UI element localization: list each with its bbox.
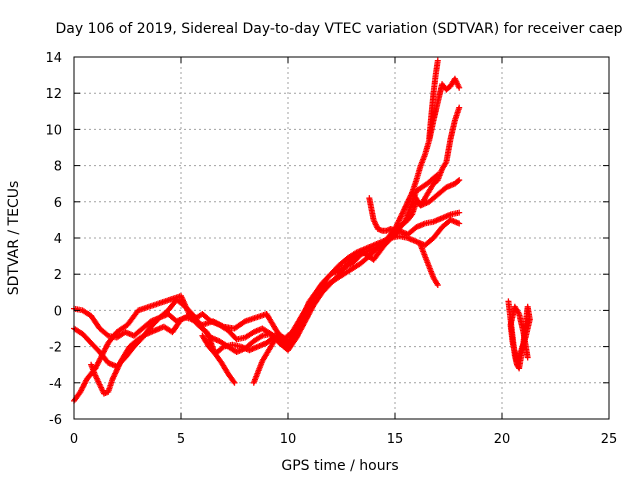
x-tick-label: 5 — [177, 432, 185, 447]
y-tick-label: 2 — [54, 268, 62, 283]
grid — [74, 57, 609, 419]
y-tick-label: 0 — [54, 304, 62, 319]
series-track-2 — [71, 209, 463, 354]
data-points — [71, 57, 533, 404]
data-point — [456, 209, 463, 216]
data-point — [455, 177, 462, 184]
y-tick-label: -6 — [49, 413, 62, 428]
data-point — [230, 378, 237, 385]
series-track-9 — [426, 57, 441, 142]
x-tick-label: 25 — [601, 432, 618, 447]
axis-ticks: 0 5 10 15 20 25 -6 -4 -2 0 2 4 6 8 10 12 14 — [45, 51, 617, 447]
y-tick-label: 14 — [45, 51, 62, 66]
x-tick-label: 0 — [70, 432, 78, 447]
y-tick-label: 6 — [54, 196, 62, 211]
y-tick-label: 8 — [54, 160, 62, 175]
series-track-4 — [88, 177, 463, 397]
data-point — [456, 220, 463, 227]
series-track-6 — [250, 332, 291, 386]
x-tick-label: 15 — [387, 432, 404, 447]
data-point — [434, 57, 441, 64]
data-point — [285, 339, 291, 346]
data-point — [524, 354, 531, 361]
data-point — [456, 104, 463, 111]
y-tick-label: -2 — [49, 341, 62, 356]
series-track-11 — [505, 298, 533, 372]
series-track-5 — [199, 332, 238, 386]
x-axis-label: GPS time / hours — [281, 458, 398, 474]
y-tick-label: 10 — [45, 123, 62, 138]
series-track-7 — [366, 104, 463, 234]
y-axis-label: SDTVAR / TECUs — [6, 181, 22, 296]
y-tick-label: -4 — [49, 377, 62, 392]
x-tick-label: 20 — [494, 432, 511, 447]
series-track-10 — [417, 242, 441, 289]
series-track-1 — [71, 171, 441, 404]
data-point — [434, 282, 441, 289]
data-point — [456, 177, 463, 184]
y-tick-label: 4 — [54, 232, 62, 247]
x-tick-label: 10 — [280, 432, 297, 447]
y-tick-label: 12 — [45, 87, 62, 102]
data-point — [231, 379, 238, 386]
chart-title: Day 106 of 2019, Sidereal Day-to-day VTE… — [56, 21, 623, 37]
data-point — [456, 84, 463, 91]
